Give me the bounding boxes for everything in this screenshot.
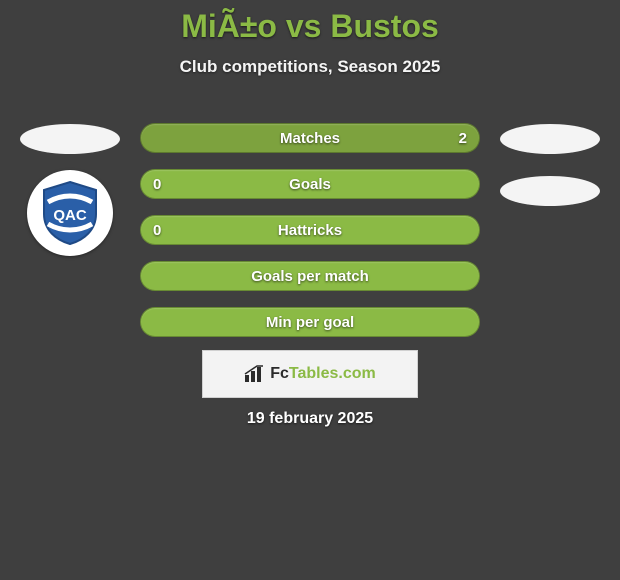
club-logo-left: QAC	[27, 170, 113, 256]
left-player-column: QAC	[10, 120, 130, 256]
stat-label: Matches	[141, 124, 479, 154]
stat-row: Matches2	[140, 123, 480, 153]
ellipse-placeholder	[500, 124, 600, 154]
stat-label: Hattricks	[141, 216, 479, 246]
stat-label: Goals	[141, 170, 479, 200]
ellipse-placeholder	[20, 124, 120, 154]
brand-inner: FcTables.com	[244, 365, 376, 383]
shield-icon: QAC	[40, 180, 100, 246]
brand-prefix: Fc	[270, 365, 289, 382]
barchart-icon	[244, 365, 266, 383]
stat-row: Min per goal	[140, 307, 480, 337]
page-title: MiÃ±o vs Bustos	[0, 0, 620, 45]
stat-rows: Matches2Goals0Hattricks0Goals per matchM…	[140, 123, 480, 353]
stat-label: Goals per match	[141, 262, 479, 292]
right-player-column	[490, 120, 610, 206]
ellipse-placeholder	[500, 176, 600, 206]
stat-row: Goals per match	[140, 261, 480, 291]
brand-box: FcTables.com	[202, 350, 418, 398]
club-logo-letters: QAC	[53, 207, 87, 224]
stat-row: Goals0	[140, 169, 480, 199]
chart-root: MiÃ±o vs Bustos Club competitions, Seaso…	[0, 0, 620, 580]
stat-value-left: 0	[153, 170, 161, 200]
date-text: 19 february 2025	[0, 410, 620, 428]
stat-value-right: 2	[459, 124, 467, 154]
brand-suffix: Tables.com	[289, 365, 376, 382]
brand-text: FcTables.com	[270, 365, 376, 383]
stat-value-left: 0	[153, 216, 161, 246]
stat-row: Hattricks0	[140, 215, 480, 245]
stat-label: Min per goal	[141, 308, 479, 338]
subtitle: Club competitions, Season 2025	[0, 57, 620, 77]
